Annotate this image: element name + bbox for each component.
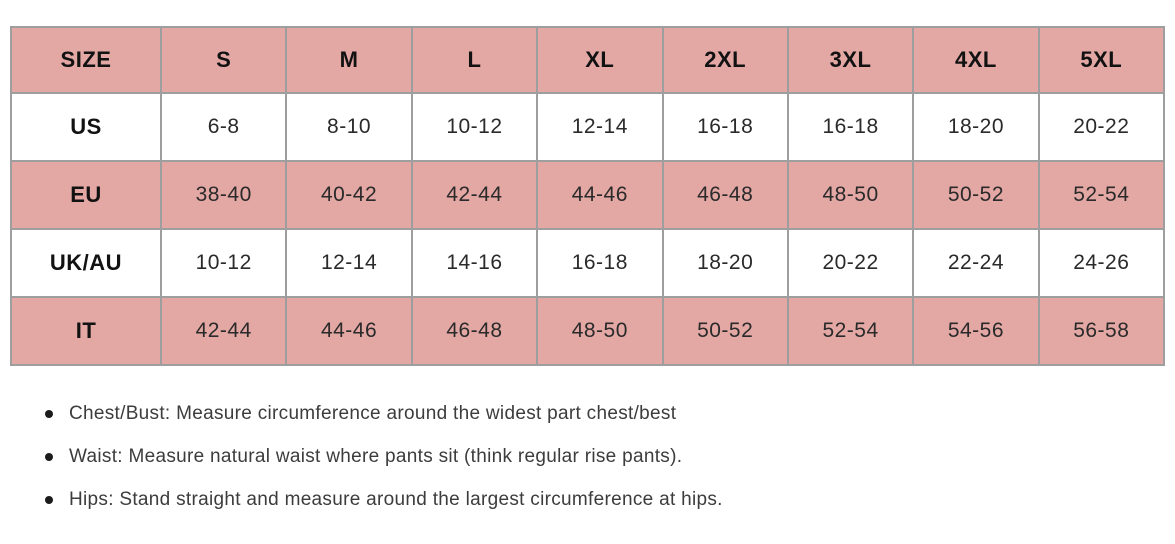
size-value-cell: 50-52 (912, 160, 1040, 230)
table-row: UK/AU 10-12 12-14 14-16 16-18 18-20 20-22 22-24… (10, 228, 1166, 298)
size-value-cell: 54-56 (912, 296, 1040, 366)
region-row-label: UK/AU (10, 228, 162, 298)
size-value-cell: 16-18 (786, 92, 915, 162)
size-value-cell: 8-10 (285, 92, 413, 162)
size-value-cell: 46-48 (410, 296, 539, 366)
table-row: EU 38-40 40-42 42-44 44-46 46-48 48-50 50-52 52-… (10, 160, 1166, 230)
measurement-note-text: Chest/Bust: Measure circumference around… (69, 403, 677, 424)
size-value-cell: 48-50 (536, 296, 664, 366)
table-row: IT 42-44 44-46 46-48 48-50 50-52 52-54 54-56 56-… (10, 296, 1166, 366)
size-value-cell: 20-22 (1037, 92, 1166, 162)
measurement-note: Hips: Stand straight and measure around … (45, 490, 1165, 510)
size-value-cell: 42-44 (159, 296, 288, 366)
column-header-xl: XL (536, 26, 664, 94)
size-value-cell: 22-24 (912, 228, 1040, 298)
measurement-note: Waist: Measure natural waist where pants… (45, 447, 1165, 467)
measurement-note-text: Hips: Stand straight and measure around … (69, 489, 723, 510)
size-value-cell: 38-40 (159, 160, 288, 230)
table-row: US 6-8 8-10 10-12 12-14 16-18 16-18 18-20 20-22 (10, 92, 1166, 162)
size-value-cell: 40-42 (285, 160, 413, 230)
size-value-cell: 16-18 (536, 228, 664, 298)
size-value-cell: 56-58 (1037, 296, 1166, 366)
size-value-cell: 46-48 (661, 160, 789, 230)
region-row-label: IT (10, 296, 162, 366)
column-header-5xl: 5XL (1037, 26, 1166, 94)
size-value-cell: 6-8 (159, 92, 288, 162)
bullet-dot-icon (45, 453, 53, 461)
size-header-row: SIZE S M L XL 2XL 3XL 4XL 5XL (10, 26, 1166, 94)
size-value-cell: 24-26 (1037, 228, 1166, 298)
size-value-cell: 42-44 (410, 160, 539, 230)
size-value-cell: 18-20 (661, 228, 789, 298)
size-value-cell: 44-46 (285, 296, 413, 366)
bullet-dot-icon (45, 410, 53, 418)
size-value-cell: 10-12 (159, 228, 288, 298)
column-header-s: S (159, 26, 288, 94)
size-value-cell: 52-54 (1037, 160, 1166, 230)
size-column-header: SIZE (10, 26, 162, 94)
column-header-l: L (410, 26, 539, 94)
region-row-label: EU (10, 160, 162, 230)
column-header-4xl: 4XL (912, 26, 1040, 94)
size-value-cell: 12-14 (536, 92, 664, 162)
size-value-cell: 20-22 (786, 228, 915, 298)
measurement-notes-list: Chest/Bust: Measure circumference around… (45, 404, 1165, 510)
size-value-cell: 48-50 (786, 160, 915, 230)
size-value-cell: 12-14 (285, 228, 413, 298)
measurement-note-text: Waist: Measure natural waist where pants… (69, 446, 683, 467)
size-chart-table: SIZE S M L XL 2XL 3XL 4XL 5XL US 6-8 8-10 10-12 12-1… (10, 26, 1166, 366)
size-value-cell: 16-18 (661, 92, 789, 162)
column-header-m: M (285, 26, 413, 94)
region-row-label: US (10, 92, 162, 162)
size-value-cell: 14-16 (410, 228, 539, 298)
size-value-cell: 44-46 (536, 160, 664, 230)
measurement-note: Chest/Bust: Measure circumference around… (45, 404, 1165, 424)
column-header-2xl: 2XL (661, 26, 789, 94)
size-value-cell: 50-52 (661, 296, 789, 366)
size-value-cell: 18-20 (912, 92, 1040, 162)
size-value-cell: 52-54 (786, 296, 915, 366)
size-value-cell: 10-12 (410, 92, 539, 162)
bullet-dot-icon (45, 496, 53, 504)
column-header-3xl: 3XL (786, 26, 915, 94)
